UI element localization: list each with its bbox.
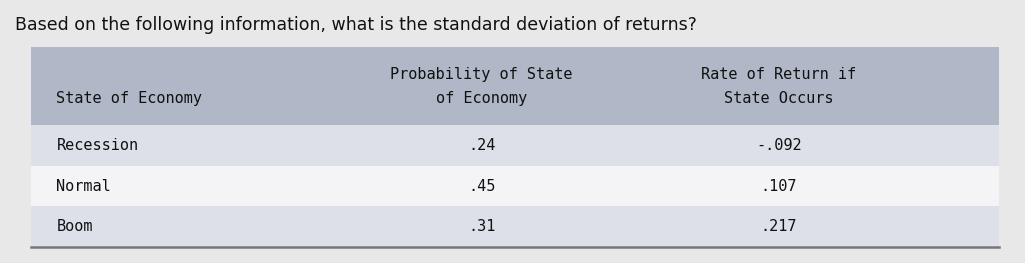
Bar [31,166,999,206]
Text: State Occurs: State Occurs [725,90,833,106]
Text: .217: .217 [761,219,797,234]
Text: .107: .107 [761,179,797,194]
Text: State of Economy: State of Economy [56,90,202,106]
Bar [31,206,999,247]
Text: Boom: Boom [56,219,93,234]
Text: Based on the following information, what is the standard deviation of returns?: Based on the following information, what… [15,16,697,34]
Bar [31,125,999,166]
Bar [31,47,999,125]
Text: .31: .31 [468,219,495,234]
Text: .24: .24 [468,138,495,153]
Text: Normal: Normal [56,179,111,194]
Text: Probability of State: Probability of State [391,67,573,82]
Text: of Economy: of Economy [436,90,528,106]
Text: -.092: -.092 [756,138,802,153]
Text: Recession: Recession [56,138,138,153]
Text: .45: .45 [468,179,495,194]
Text: Rate of Return if: Rate of Return if [701,67,857,82]
